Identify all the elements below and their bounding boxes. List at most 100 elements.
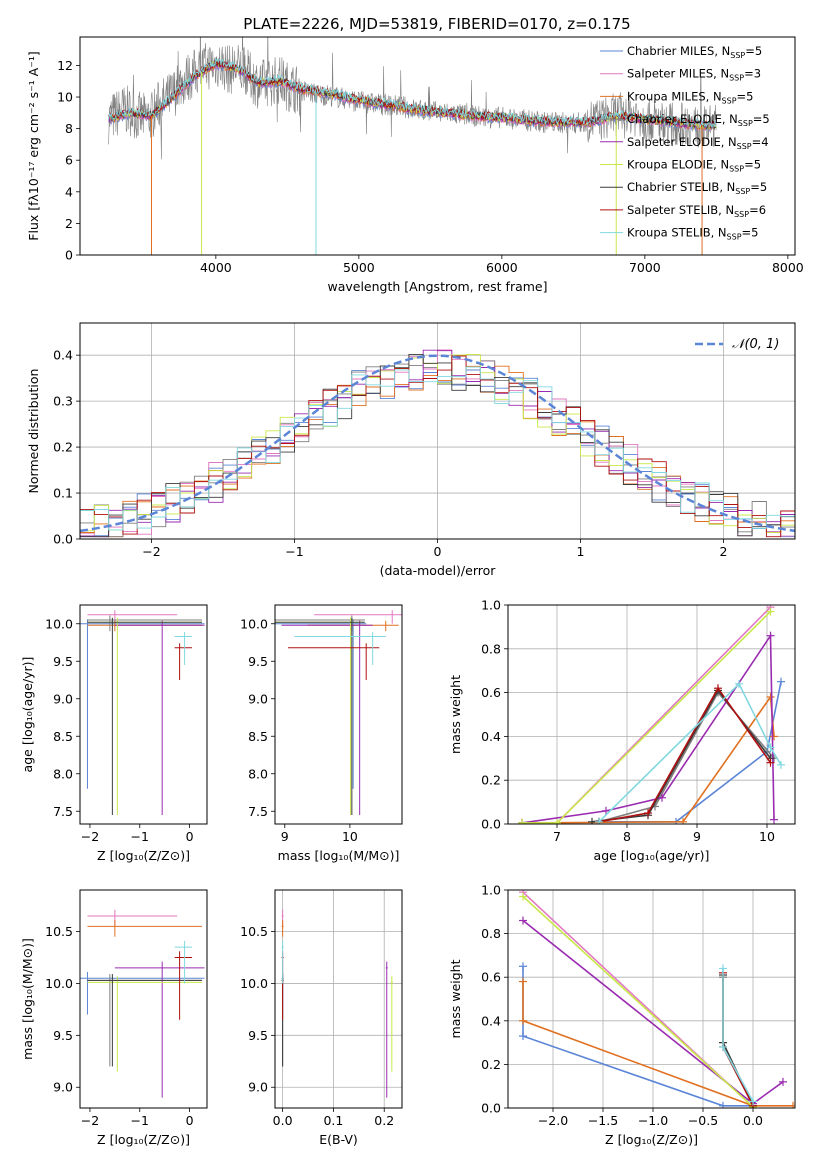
mass-weight-line: [522, 611, 772, 824]
legend-subscript: SSP: [737, 142, 752, 151]
legend-model-name: Kroupa ELODIE, N: [627, 158, 729, 172]
legend-subscript: SSP: [734, 210, 749, 219]
mass-weight-line: [522, 966, 753, 1107]
legend-model-name: Salpeter MILES, N: [627, 67, 729, 81]
x-tick-label: 0.0: [273, 1113, 293, 1128]
y-tick-label: 0.0: [53, 532, 73, 547]
legend-model-name: Chabrier ELODIE, N: [627, 112, 738, 126]
spectrum-series-group: [108, 37, 717, 255]
legend-entry: Salpeter ELODIE, NSSP=4: [627, 135, 769, 151]
y-axis-label: mass [log₁₀(M/M⊙)]: [20, 938, 35, 1060]
mass-weight-line: [599, 681, 782, 823]
y-tick-label: 0.0: [481, 817, 501, 832]
x-axis-label: Z [log₁₀(Z/Z⊙)]: [97, 848, 190, 863]
axes-frame: [79, 889, 208, 1109]
y-tick-label: 0.4: [481, 729, 501, 744]
x-tick-label: 0: [186, 1113, 194, 1128]
x-axis-label: age [log₁₀(age/yr)]: [594, 848, 710, 863]
y-axis-label: mass weight: [448, 675, 463, 754]
y-tick-label: 0.2: [53, 440, 73, 455]
mass-weight-line: [522, 981, 793, 1107]
axes-frame: [274, 604, 403, 825]
x-tick-label: 8: [623, 829, 631, 844]
x-tick-label: 0.2: [374, 1113, 394, 1128]
axes-frame: [507, 604, 796, 825]
legend-model-name: Salpeter ELODIE, N: [627, 135, 737, 149]
legend-entry: Kroupa MILES, NSSP=5: [627, 89, 753, 105]
legend-nssp-value: =5: [744, 158, 761, 172]
y-tick-label: 9.0: [248, 691, 268, 706]
mass-vs-Z-errorbars: [80, 909, 205, 1098]
y-tick-label: 0.0: [481, 1101, 501, 1116]
legend-model-name: Salpeter STELIB, N: [627, 203, 734, 217]
x-axis-label: Z [log₁₀(Z/Z⊙)]: [97, 1132, 190, 1147]
plot-layer: 4000 5000 6000 7000 8000024681012wavelength …: [20, 36, 804, 1147]
x-tick-label: 5000: [343, 260, 375, 275]
histogram-1: [80, 349, 795, 538]
y-tick-label: 0.4: [481, 1013, 501, 1028]
y-tick-label: 7.5: [248, 804, 268, 819]
y-tick-label: 10.0: [45, 976, 73, 991]
mass-vs-ebv-errorbars: [281, 909, 393, 1098]
mass-weight-line: [521, 694, 775, 824]
x-tick-label: 0: [434, 544, 442, 559]
axes-frame: [79, 604, 208, 825]
y-tick-label: 8.5: [53, 729, 73, 744]
x-tick-label: 7000: [629, 260, 661, 275]
massweight-vs-age-lines: [518, 605, 785, 824]
x-tick-label: −1.5: [588, 1113, 618, 1128]
legend-entry: Salpeter STELIB, NSSP=6: [627, 203, 766, 219]
x-tick-label: 7: [553, 829, 561, 844]
legend-entry: Chabrier STELIB, NSSP=5: [627, 180, 767, 196]
mass-weight-line: [598, 686, 772, 823]
x-tick-label: −2: [81, 1113, 99, 1128]
histogram-7: [80, 355, 795, 538]
legend-nssp-value: =3: [744, 67, 761, 81]
x-tick-label: 9: [693, 829, 701, 844]
y-tick-label: 0: [65, 248, 73, 263]
y-tick-label: 10.5: [45, 924, 73, 939]
y-tick-label: 4: [65, 184, 73, 199]
y-tick-label: 12: [57, 58, 73, 73]
x-tick-label: 0.0: [743, 1113, 763, 1128]
y-tick-label: 9.0: [53, 1080, 73, 1095]
x-tick-label: 0.1: [323, 1113, 343, 1128]
y-tick-label: 0.8: [481, 641, 501, 656]
y-tick-label: 6: [65, 153, 73, 168]
y-tick-label: 0.6: [481, 685, 501, 700]
legend-subscript: SSP: [738, 119, 753, 128]
axes-frame: [507, 889, 796, 1109]
histogram-8: [80, 366, 795, 531]
legend-entry: Chabrier MILES, NSSP=5: [627, 44, 762, 60]
x-tick-label: −2.0: [538, 1113, 568, 1128]
y-tick-label: 10.0: [240, 616, 268, 631]
legend-model-name: Chabrier MILES, N: [627, 44, 730, 58]
y-tick-label: 9.5: [248, 1028, 268, 1043]
x-tick-label: 10: [342, 829, 358, 844]
y-tick-label: 0.4: [53, 348, 73, 363]
y-tick-label: 7.5: [53, 804, 73, 819]
legend-subscript: SSP: [722, 96, 737, 105]
y-tick-label: 0.1: [53, 486, 73, 501]
legend-nssp-value: =5: [737, 89, 754, 103]
mass-weight-line: [598, 691, 775, 823]
y-tick-label: 1.0: [481, 598, 501, 613]
x-tick-label: −1: [131, 1113, 149, 1128]
x-tick-label: −1.0: [638, 1113, 668, 1128]
legend-nssp-value: =5: [742, 226, 759, 240]
legend-entry: Salpeter MILES, NSSP=3: [627, 67, 761, 83]
y-tick-label: 2: [65, 216, 73, 231]
y-tick-label: 10: [57, 90, 73, 105]
y-tick-label: 0.3: [53, 394, 73, 409]
x-axis-label: E(B-V): [319, 1132, 358, 1147]
massweight-vs-Z-lines: [519, 890, 795, 1108]
y-tick-label: 10.5: [240, 924, 268, 939]
legend-nssp-value: =5: [745, 44, 762, 58]
legend-subscript: SSP: [729, 165, 744, 174]
legend-nssp-value: =5: [750, 180, 767, 194]
y-tick-label: 9.5: [53, 1028, 73, 1043]
histogram-4: [80, 349, 795, 538]
legend-nssp-value: =5: [753, 112, 770, 126]
mass-weight-line: [522, 606, 772, 824]
x-tick-label: −2: [142, 544, 160, 559]
